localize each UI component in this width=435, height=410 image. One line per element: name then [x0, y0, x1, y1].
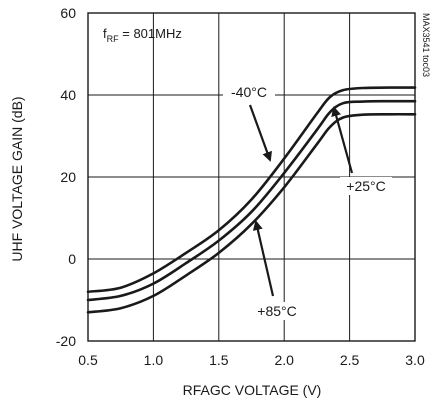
series-line-1 [86, 99, 417, 302]
x-axis-title: RFAGC VOLTAGE (V) [183, 382, 322, 398]
y-tick-label: 40 [60, 87, 76, 103]
y-tick-label: 60 [60, 5, 76, 21]
annotation-label-0: -40°C [231, 84, 267, 100]
grid-lines [88, 13, 415, 341]
parameter-label: fRF = 801MHz [103, 26, 182, 44]
curves [86, 86, 417, 314]
annotation-label-2: +85°C [257, 303, 296, 319]
x-tick-label: 2.5 [340, 352, 360, 368]
annotations: -40°C +25°C +85°C [223, 83, 392, 320]
annotation-label-1: +25°C [346, 178, 385, 194]
y-tick-label: -20 [56, 333, 76, 349]
plot-frame [87, 12, 416, 342]
annotation-arrow-2 [252, 220, 275, 297]
annotation-bg-0 [223, 83, 275, 101]
x-tick-label: 2.0 [274, 352, 294, 368]
figure-id-label: MAX3541 toc03 [421, 13, 431, 77]
parameter-value: = 801MHz [119, 26, 182, 41]
y-axis-title: UHF VOLTAGE GAIN (dB) [9, 96, 25, 261]
x-tick-label: 3.0 [405, 352, 425, 368]
x-tick-label: 0.5 [78, 352, 98, 368]
tick-labels: 0.5 1.0 1.5 2.0 2.5 3.0 -20 0 20 40 60 [56, 5, 425, 368]
annotation-arrow-0 [248, 104, 272, 162]
y-tick-label: 0 [68, 251, 76, 267]
series-line-0 [86, 86, 417, 294]
y-tick-label: 20 [60, 169, 76, 185]
x-tick-label: 1.0 [144, 352, 164, 368]
parameter-main: f [103, 26, 107, 41]
x-tick-label: 1.5 [209, 352, 229, 368]
parameter-subscript: RF [107, 34, 119, 44]
series-line-2 [86, 112, 417, 314]
annotation-bg-1 [340, 177, 392, 195]
annotation-arrow-1 [331, 106, 354, 174]
annotation-bg-2 [251, 302, 303, 320]
